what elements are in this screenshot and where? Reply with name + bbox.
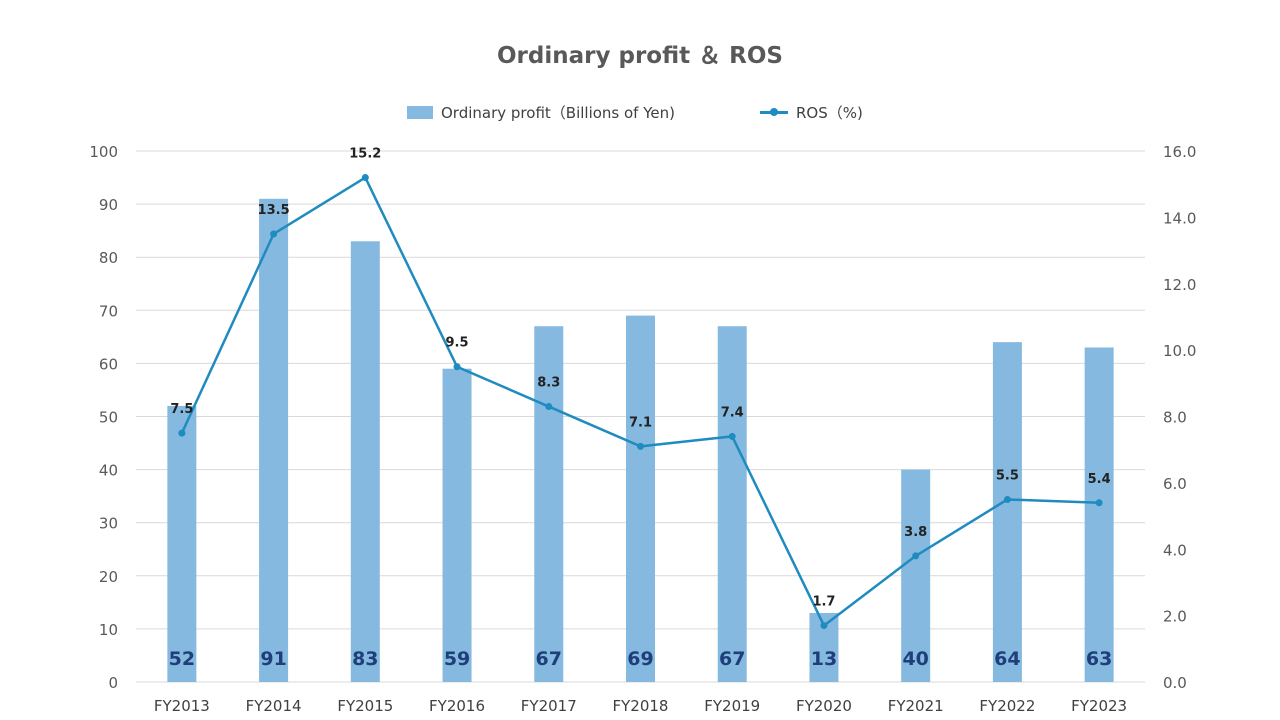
ros-point (178, 429, 186, 437)
bar-data-label: 59 (444, 648, 470, 670)
bar-data-label: 67 (536, 648, 562, 670)
y-right-tick-label: 16.0 (1163, 143, 1196, 161)
bar-data-label: 67 (719, 648, 745, 670)
y-right-tick-label: 2.0 (1163, 608, 1187, 626)
y-right-tick-label: 8.0 (1163, 409, 1187, 427)
bar (534, 326, 564, 682)
x-tick-label: FY2017 (521, 697, 577, 715)
ros-data-label: 5.5 (996, 468, 1019, 483)
y-left-tick-label: 70 (99, 302, 118, 320)
bar-data-label: 52 (169, 648, 195, 670)
legend: Ordinary profit（Billions of Yen) ROS（%) (0, 102, 1280, 126)
ros-point (820, 622, 828, 630)
ros-data-label: 9.5 (446, 336, 469, 351)
y-left-tick-label: 0 (108, 674, 118, 692)
y-left-tick-label: 30 (99, 515, 118, 533)
x-tick-label: FY2013 (154, 697, 210, 715)
bar-data-label: 13 (811, 648, 837, 670)
x-tick-label: FY2019 (704, 697, 760, 715)
bar (167, 405, 197, 682)
legend-item-ros: ROS（%) (760, 102, 863, 123)
bar (1084, 347, 1114, 682)
y-right-tick-label: 12.0 (1163, 276, 1196, 294)
legend-swatch-line (760, 106, 788, 119)
ros-data-label: 3.8 (904, 525, 927, 540)
bar (992, 342, 1022, 682)
ros-point (637, 442, 644, 450)
ros-data-label: 7.1 (629, 415, 652, 430)
legend-label-ordinary-profit: Ordinary profit（Billions of Yen) (441, 104, 675, 122)
ros-point (453, 363, 461, 371)
y-right-tick-label: 0.0 (1163, 674, 1187, 692)
x-tick-label: FY2018 (613, 697, 669, 715)
bar-data-label: 64 (994, 648, 1020, 670)
x-tick-label: FY2021 (888, 697, 944, 715)
y-right-tick-label: 4.0 (1163, 541, 1187, 559)
ros-data-label: 8.3 (537, 376, 560, 391)
legend-item-ordinary-profit: Ordinary profit（Billions of Yen) (407, 102, 675, 123)
x-tick-label: FY2016 (429, 697, 485, 715)
bar-data-label: 40 (902, 648, 928, 670)
bar-data-label: 69 (627, 648, 653, 670)
x-tick-label: FY2020 (796, 697, 852, 715)
ros-point (912, 552, 920, 560)
ros-point (270, 230, 278, 238)
ros-point (545, 403, 553, 411)
y-left-tick-label: 20 (99, 568, 118, 586)
bar (626, 315, 655, 682)
bar-data-label: 83 (352, 648, 378, 670)
y-left-tick-label: 100 (89, 143, 118, 161)
bar-data-label: 91 (260, 648, 286, 670)
ros-data-label: 7.5 (170, 402, 193, 417)
bar (442, 368, 472, 682)
y-left-tick-label: 50 (99, 409, 118, 427)
y-left-tick-label: 80 (99, 249, 118, 267)
bar (259, 198, 289, 683)
legend-swatch-bar (407, 106, 433, 119)
ros-data-label: 1.7 (812, 595, 835, 610)
ros-data-label: 7.4 (721, 405, 744, 420)
ros-point (1003, 495, 1011, 503)
legend-label-ros: ROS（%) (796, 104, 863, 122)
bar (901, 469, 931, 682)
y-left-tick-label: 40 (99, 462, 118, 480)
y-right-tick-label: 10.0 (1163, 342, 1196, 360)
bar (717, 326, 747, 682)
y-left-tick-label: 90 (99, 196, 118, 214)
x-tick-label: FY2014 (246, 697, 302, 715)
ros-data-label: 5.4 (1088, 472, 1111, 487)
ros-point (361, 174, 369, 182)
y-left-tick-label: 60 (99, 355, 118, 373)
x-tick-label: FY2022 (979, 697, 1035, 715)
y-right-tick-label: 6.0 (1163, 475, 1187, 493)
ros-point (1095, 499, 1103, 507)
bar (350, 241, 380, 682)
ros-data-label: 15.2 (349, 147, 381, 162)
x-tick-label: FY2015 (337, 697, 393, 715)
bar-data-label: 63 (1086, 648, 1112, 670)
y-left-tick-label: 10 (99, 621, 118, 639)
y-right-tick-label: 14.0 (1163, 209, 1196, 227)
chart-title: Ordinary profit ＆ ROS (497, 43, 783, 69)
x-tick-label: FY2023 (1071, 697, 1127, 715)
ros-data-label: 13.5 (258, 203, 290, 218)
ros-point (728, 432, 736, 440)
